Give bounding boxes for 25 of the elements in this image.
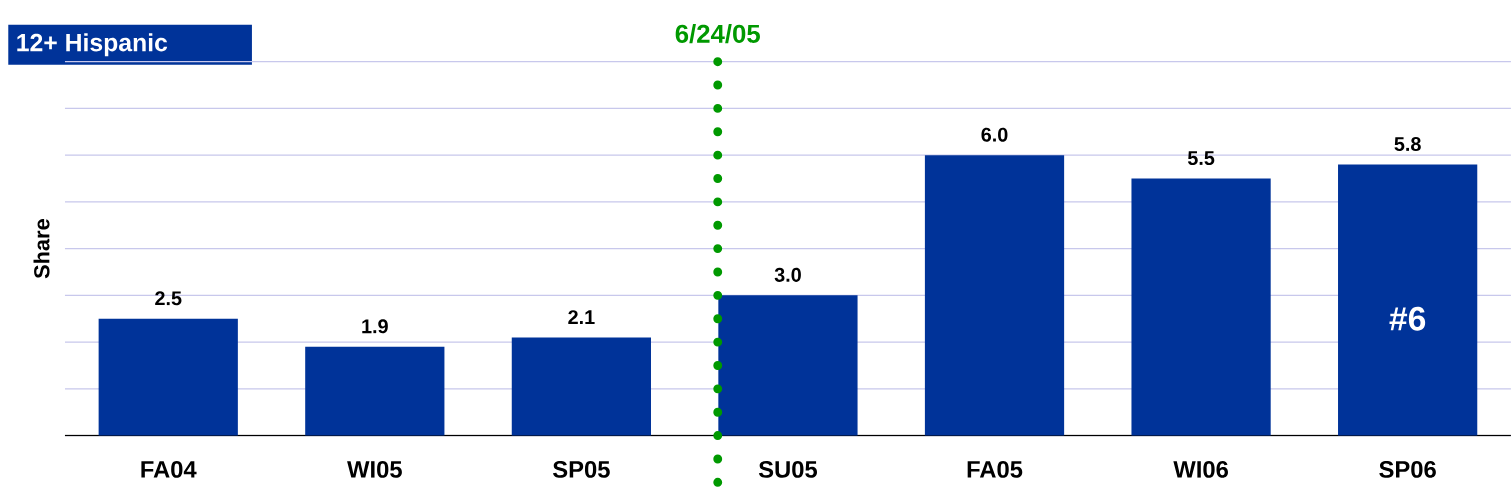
data-label: 2.5 — [155, 291, 182, 306]
bar — [924, 155, 1065, 436]
bar — [98, 318, 238, 436]
data-label: 3.0 — [774, 267, 801, 282]
x-tick-label: SP05 — [552, 460, 610, 478]
x-tick-label: SU05 — [758, 460, 818, 478]
bar — [1338, 164, 1478, 436]
x-tick-label: WI05 — [347, 460, 402, 478]
x-tick-label: FA05 — [967, 460, 1023, 478]
x-tick-label: WI06 — [1173, 460, 1228, 478]
annotation: #6 — [1389, 306, 1426, 331]
x-tick-label: FA04 — [141, 460, 197, 478]
bar — [1131, 178, 1271, 436]
bar — [511, 337, 651, 436]
bar — [718, 295, 858, 436]
data-label: 2.1 — [568, 310, 595, 324]
x-tick-label: SP06 — [1379, 460, 1436, 478]
bar — [305, 346, 445, 436]
data-label: 5.5 — [1187, 151, 1215, 165]
data-label: 6.0 — [981, 127, 1008, 142]
chart-title: 12+ Hispanic — [17, 33, 168, 57]
data-label: 5.8 — [1394, 136, 1421, 151]
data-label: 1.9 — [362, 319, 388, 334]
y-axis-title: Share — [33, 218, 50, 279]
ref-line-label: 6/24/05 — [675, 23, 760, 44]
